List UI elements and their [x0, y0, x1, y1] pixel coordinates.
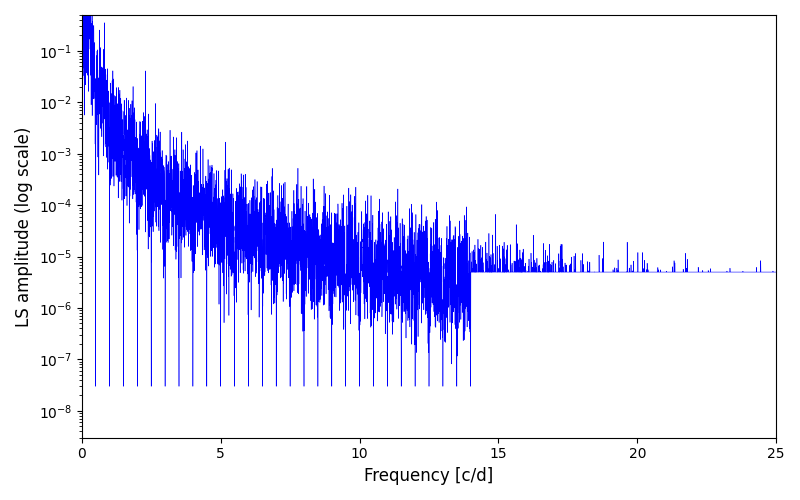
Y-axis label: LS amplitude (log scale): LS amplitude (log scale)	[15, 126, 33, 326]
X-axis label: Frequency [c/d]: Frequency [c/d]	[364, 467, 494, 485]
